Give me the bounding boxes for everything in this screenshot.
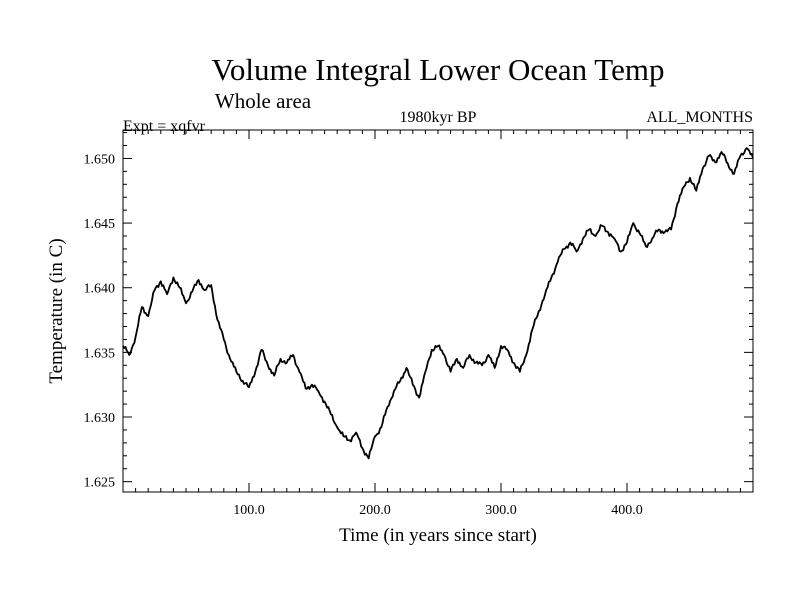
experiment-label: Expt = xqfvr (123, 118, 206, 135)
chart-subtitle: Whole area (215, 89, 312, 113)
y-axis-ticks: 1.625 1.630 1.635 1.640 1.645 1.650 (84, 132, 753, 491)
months-label: ALL_MONTHS (646, 109, 753, 126)
x-tick-label: 400.0 (611, 503, 643, 518)
y-tick-label: 1.650 (84, 152, 116, 167)
y-tick-label: 1.630 (84, 411, 116, 426)
x-tick-label: 300.0 (485, 503, 517, 518)
y-tick-label: 1.625 (84, 476, 116, 491)
x-axis-label: Time (in years since start) (339, 525, 537, 546)
chart-title: Volume Integral Lower Ocean Temp (212, 52, 665, 87)
x-tick-label: 200.0 (359, 503, 391, 518)
y-axis-label: Temperature (in C) (46, 238, 67, 383)
y-tick-label: 1.640 (84, 282, 116, 297)
plot-frame (122, 129, 754, 493)
x-axis-ticks: 100.0 200.0 300.0 400.0 (135, 130, 741, 518)
period-label: 1980kyr BP (400, 109, 477, 126)
x-tick-label: 100.0 (233, 503, 265, 518)
y-tick-label: 1.635 (84, 346, 116, 361)
y-tick-label: 1.645 (84, 217, 116, 232)
temperature-series-line (122, 147, 754, 460)
